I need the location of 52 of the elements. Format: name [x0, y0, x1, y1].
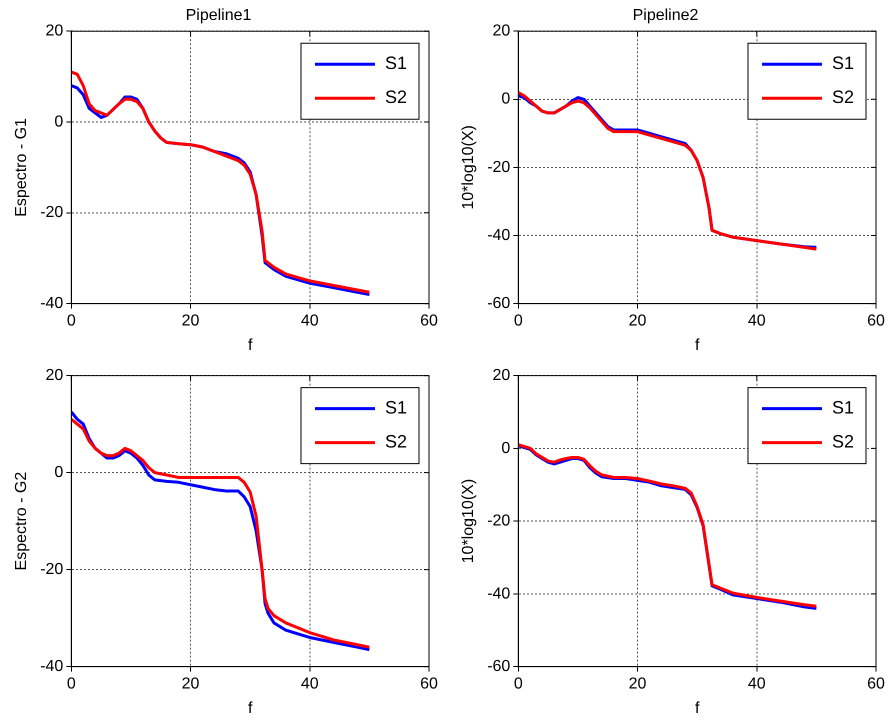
y-tick-label: 20	[492, 22, 510, 40]
y-tick-label: -40	[487, 585, 510, 602]
y-axis-title: 10*log10(X)	[460, 478, 478, 564]
x-tick-label: 0	[514, 676, 523, 693]
legend-label: S2	[832, 87, 854, 108]
y-tick-label: 0	[54, 113, 64, 130]
x-axis-title: f	[248, 700, 253, 717]
y-axis-title: Espectro - G1	[13, 118, 30, 217]
x-tick-label: 20	[182, 312, 200, 330]
legend-label: S1	[832, 53, 854, 74]
x-tick-label: 0	[66, 676, 76, 693]
x-tick-label: 40	[300, 676, 319, 693]
y-tick-label: 20	[46, 367, 64, 384]
legend-label: S1	[832, 398, 854, 418]
y-tick-label: 20	[46, 22, 64, 40]
x-tick-label: 40	[748, 312, 766, 330]
y-tick-label: -20	[487, 512, 510, 530]
legend-label: S1	[384, 398, 408, 418]
x-axis-title: f	[248, 336, 253, 354]
x-tick-label: 20	[628, 676, 647, 693]
y-tick-label: 0	[54, 464, 64, 482]
x-tick-label: 60	[867, 676, 885, 693]
x-tick-label: 20	[628, 312, 647, 330]
x-tick-label: 60	[420, 676, 438, 693]
y-tick-label: -20	[487, 158, 510, 176]
y-tick-label: -60	[487, 295, 510, 312]
y-tick-label: -60	[487, 658, 510, 676]
x-tick-label: 40	[748, 676, 766, 693]
y-tick-label: 0	[501, 90, 510, 108]
x-tick-label: 0	[514, 312, 523, 330]
y-tick-label: -40	[487, 226, 510, 244]
y-tick-label: 20	[492, 367, 510, 384]
legend-label: S2	[384, 432, 408, 452]
x-tick-label: 40	[300, 312, 319, 330]
x-axis-title: f	[694, 336, 700, 354]
x-axis-title: f	[694, 700, 700, 717]
y-tick-label: -20	[40, 204, 64, 222]
y-tick-label: 0	[501, 440, 510, 457]
legend-label: S1	[384, 53, 408, 74]
x-tick-label: 0	[66, 312, 76, 330]
legend-label: S2	[384, 87, 408, 108]
x-tick-label: 60	[420, 312, 438, 330]
chart-title: Pipeline2	[632, 7, 699, 24]
y-tick-label: -40	[40, 658, 64, 676]
y-axis-title: 10*log10(X)	[460, 125, 478, 210]
y-tick-label: -20	[40, 561, 64, 578]
chart-title: Pipeline1	[186, 7, 252, 24]
x-tick-label: 20	[182, 676, 200, 693]
y-tick-label: -40	[40, 295, 64, 312]
y-axis-title: Espectro - G2	[13, 472, 30, 570]
legend-label: S2	[832, 432, 854, 452]
x-tick-label: 60	[867, 312, 885, 330]
